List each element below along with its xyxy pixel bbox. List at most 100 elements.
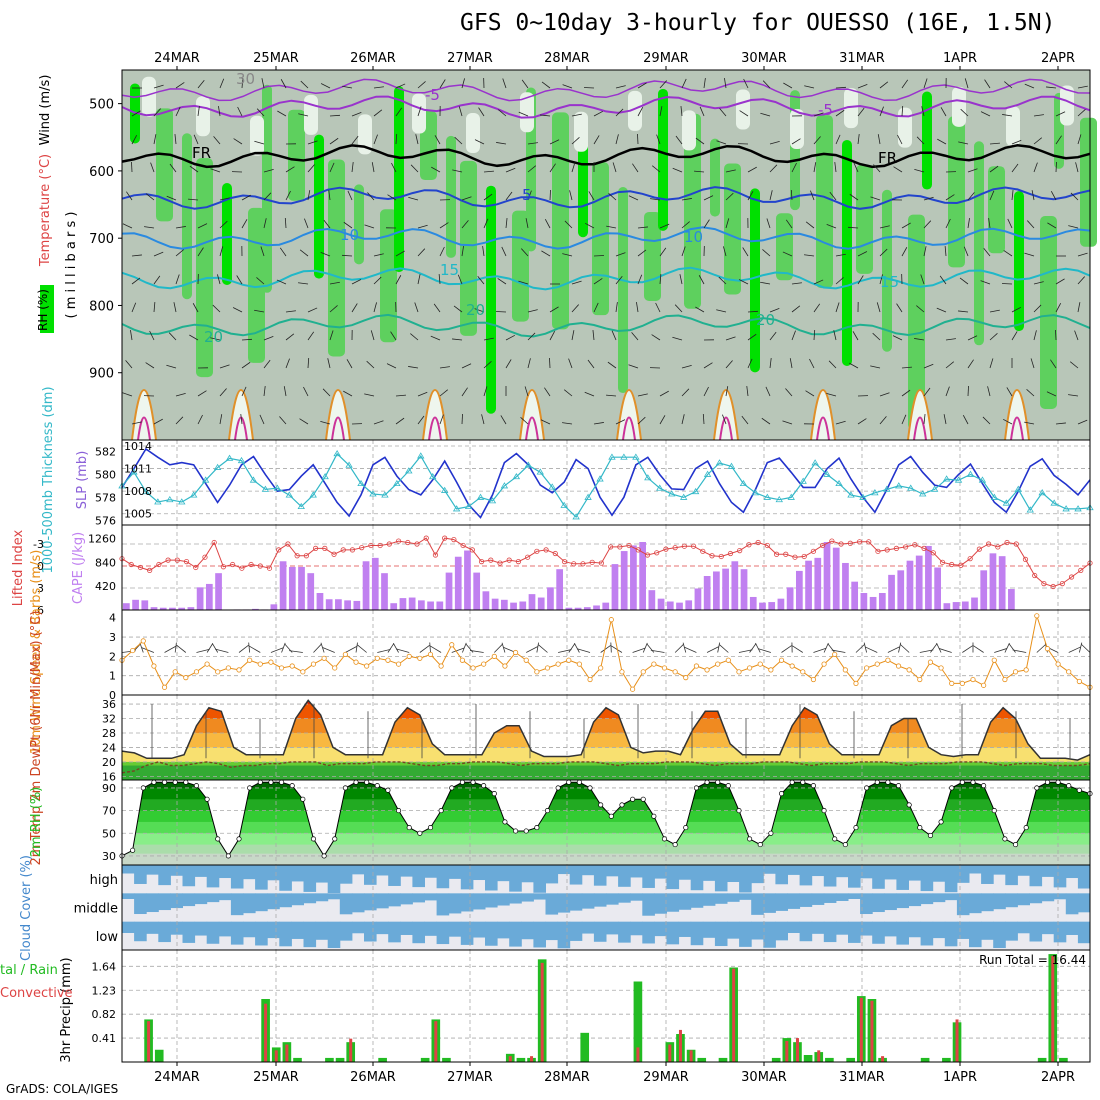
wind-barb (212, 304, 221, 313)
li-point (737, 547, 743, 554)
cloud-cell (412, 893, 425, 903)
rh-point (130, 847, 136, 853)
wind-barb (568, 358, 573, 369)
wind-barb (945, 338, 956, 341)
wind-barb (571, 162, 576, 173)
cape-bar (795, 570, 803, 610)
wind-barb (1046, 391, 1057, 397)
li-point (460, 542, 466, 549)
rh-dry-cell (574, 111, 588, 152)
cape-bar (187, 607, 195, 610)
panel4-frame (121, 609, 1091, 696)
wind-barb (1033, 304, 1042, 313)
surface-contour (137, 416, 151, 441)
rh-point (161, 779, 168, 785)
cape-bar (565, 607, 573, 610)
wind-barb (681, 198, 692, 201)
thickness-point (739, 479, 748, 487)
wind-barb (254, 309, 265, 313)
cloud-cell (775, 921, 788, 941)
cloud-cell (678, 921, 692, 937)
li-point (1059, 580, 1065, 587)
cape-bar (510, 602, 517, 610)
wind-barb (1070, 192, 1079, 201)
cloud-cell (1017, 865, 1030, 876)
li-point (875, 548, 881, 554)
thickness-point (333, 450, 341, 457)
panel2-bg (122, 440, 1090, 525)
cloud-cell (751, 865, 764, 884)
wind-barb (967, 192, 975, 201)
cloud-cell (170, 865, 183, 876)
wind-barb (122, 223, 133, 229)
wind-barb (329, 162, 335, 173)
wind-barb (1077, 109, 1086, 117)
cape-bar (749, 596, 757, 610)
wind-barb (1055, 422, 1066, 425)
wind-barb (916, 305, 925, 313)
wind-barb (659, 80, 667, 89)
cape-bar (869, 596, 877, 610)
wind-barb (419, 644, 430, 653)
rh-cell (658, 88, 668, 231)
cloud-cell (557, 865, 571, 875)
cloud-cell (884, 893, 897, 911)
wind-barb (681, 388, 690, 397)
li-line (121, 537, 1091, 588)
wind-barb (873, 164, 881, 173)
date-label-bottom: 29MAR (643, 1070, 689, 1085)
wind-barb (544, 218, 551, 229)
y-tick-label: 1005 (124, 508, 152, 521)
wind-barb (783, 82, 793, 89)
cloud-cell (497, 893, 510, 906)
wind-barb (175, 82, 185, 89)
wind-barb (725, 169, 736, 173)
wind-barb (962, 645, 973, 653)
surface-contour (519, 389, 545, 441)
rh-cell (592, 162, 609, 316)
rh-cell (394, 86, 404, 273)
wind-barb (1004, 81, 1013, 89)
wind-barb (706, 646, 719, 653)
wind-barb (1077, 85, 1088, 89)
wind-barb (430, 645, 442, 653)
wind-barb (982, 416, 991, 425)
thickness-point (429, 472, 437, 480)
cloud-cell (787, 893, 801, 909)
rh-cell (1080, 117, 1097, 247)
contour-label: 5 (522, 186, 532, 204)
wind-barb (189, 165, 199, 173)
wind-barb (131, 302, 137, 313)
rh-point (342, 785, 348, 791)
wind-barb (900, 644, 910, 653)
y-tick-label: 36 (102, 698, 116, 711)
y-tick-label: 28 (102, 727, 116, 740)
rh-point (204, 796, 210, 802)
wind-point (991, 657, 997, 663)
cloud-cell (509, 921, 522, 947)
wind-barb (813, 303, 821, 313)
rh-dry-cell (952, 86, 966, 127)
cape-bar (786, 587, 794, 610)
wind-barb (870, 365, 881, 369)
wind-barb (791, 282, 802, 285)
thickness-point (727, 462, 736, 469)
li-point (534, 548, 540, 554)
li-point (137, 564, 144, 571)
rh-dry-cell (358, 114, 372, 155)
surface-contour (810, 389, 836, 441)
cloud-cell (1017, 921, 1030, 934)
wind-point (215, 669, 221, 675)
wind-barb (439, 79, 446, 89)
cape-bar (583, 607, 591, 610)
thickness-point (668, 490, 676, 497)
li-point (451, 536, 457, 543)
wind-barb (945, 194, 955, 201)
rh-point (236, 836, 242, 842)
wind-barb (675, 135, 683, 145)
y-tick-label: 1 (109, 670, 116, 683)
wind-point (747, 665, 753, 671)
wind-barb (303, 386, 309, 397)
precip-rain-bar (668, 1044, 672, 1062)
rh-dry-cell (736, 89, 750, 130)
